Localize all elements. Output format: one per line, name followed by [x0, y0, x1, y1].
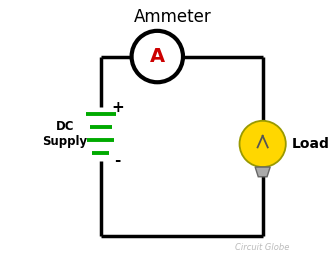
- Text: DC
Supply: DC Supply: [42, 120, 87, 148]
- Text: Circuit Globe: Circuit Globe: [235, 243, 290, 252]
- Text: A: A: [150, 47, 165, 66]
- Text: -: -: [114, 153, 121, 168]
- Circle shape: [132, 31, 183, 82]
- Circle shape: [240, 121, 286, 167]
- Text: Ammeter: Ammeter: [134, 8, 212, 26]
- Text: +: +: [111, 100, 124, 115]
- Text: Load: Load: [292, 137, 330, 151]
- Polygon shape: [255, 167, 270, 177]
